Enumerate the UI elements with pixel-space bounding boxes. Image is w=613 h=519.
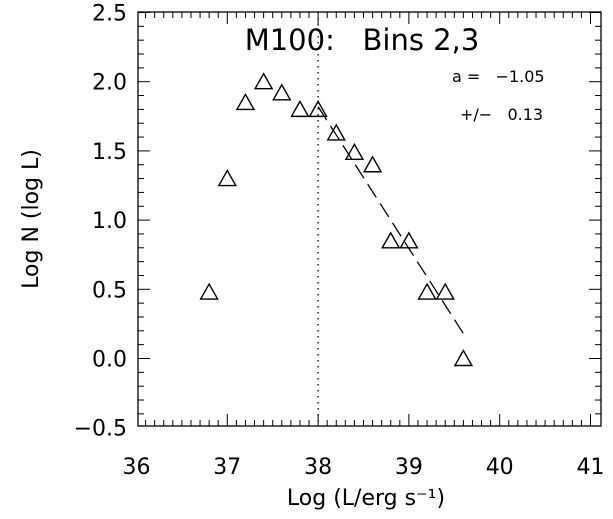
y-tick-label: 0.0 xyxy=(92,348,127,373)
x-tick-label: 41 xyxy=(577,455,605,480)
data-point-triangle xyxy=(435,282,455,300)
annotation-slope: a = −1.05 xyxy=(452,67,545,86)
x-tick-label: 38 xyxy=(304,455,332,480)
data-point-triangle xyxy=(272,83,292,101)
x-tick-label: 36 xyxy=(123,455,151,480)
data-point-triangle xyxy=(362,155,383,173)
data-point-triangle xyxy=(326,123,346,141)
y-tick-label: 2.0 xyxy=(92,71,127,96)
annotation-error: +/− 0.13 xyxy=(460,105,543,124)
data-point-triangle xyxy=(290,99,310,118)
x-tick-label: 39 xyxy=(395,455,423,480)
axis-ticks xyxy=(138,12,601,426)
x-axis-label: Log (L/erg s⁻¹) xyxy=(287,486,445,511)
data-point-triangle xyxy=(199,282,219,300)
y-tick-label: 1.0 xyxy=(92,209,127,234)
data-point-triangle xyxy=(235,93,256,111)
plot-frame xyxy=(137,11,602,427)
y-axis-label: Log N (log L) xyxy=(19,149,44,289)
data-points xyxy=(199,72,474,367)
y-tick-label: 1.5 xyxy=(92,140,127,165)
data-point-triangle xyxy=(381,231,401,249)
data-point-triangle xyxy=(399,231,419,249)
x-tick-label: 37 xyxy=(213,455,241,480)
y-tick-labels: −0.5 0.0 0.5 1.0 1.5 2.0 2.5 xyxy=(74,2,127,442)
data-point-triangle xyxy=(417,282,437,300)
data-point-triangle xyxy=(308,99,328,118)
y-tick-label: −0.5 xyxy=(74,417,127,442)
data-point-triangle xyxy=(453,349,474,367)
data-point-triangle xyxy=(253,72,274,90)
data-point-triangle xyxy=(217,169,238,187)
y-tick-label: 2.5 xyxy=(92,2,127,27)
y-tick-label: 0.5 xyxy=(92,278,127,303)
x-tick-label: 40 xyxy=(486,455,514,480)
data-point-triangle xyxy=(344,142,365,160)
x-tick-labels: 36 37 38 39 40 41 xyxy=(123,455,605,480)
chart-title: M100: Bins 2,3 xyxy=(245,23,480,57)
